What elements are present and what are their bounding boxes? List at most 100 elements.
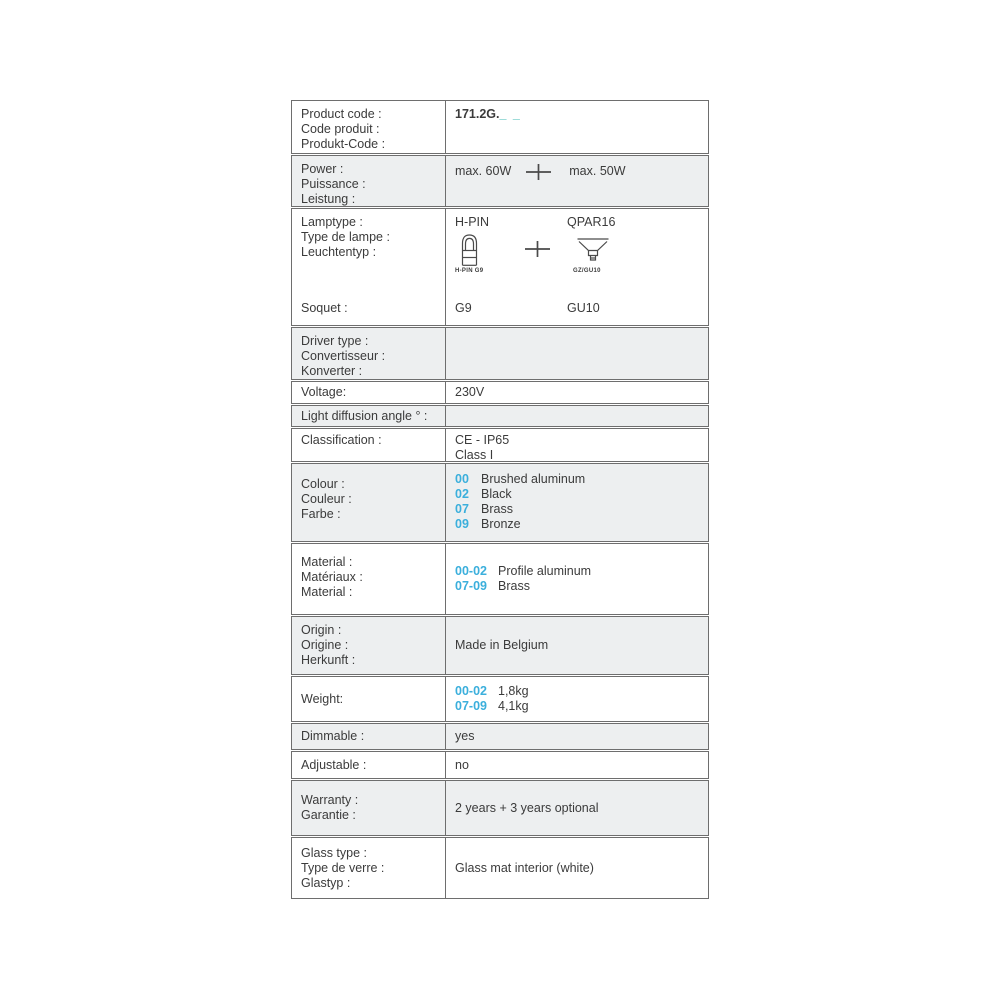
- label-de: Material :: [301, 585, 353, 599]
- weight-value: 1,8kg: [498, 684, 529, 698]
- label: Light diffusion angle ° :: [301, 408, 428, 423]
- voltage-label-cell: Voltage:: [292, 382, 445, 403]
- warranty-value: 2 years + 3 years optional: [445, 781, 708, 835]
- label-fr: Type de lampe :: [301, 230, 390, 244]
- lamptype-value: H-PIN QPAR16: [445, 209, 708, 325]
- label-fr: Code produit :: [301, 122, 380, 136]
- adjustable-label-cell: Adjustable :: [292, 752, 445, 778]
- dimmable-value-text: yes: [455, 729, 475, 743]
- classification-line-1: CE - IP65: [455, 433, 510, 447]
- power-value: max. 60W max. 50W: [445, 156, 708, 206]
- colour-name: Black: [481, 487, 512, 501]
- origin-value: Made in Belgium: [445, 617, 708, 674]
- label: Weight:: [301, 691, 344, 706]
- label-en: Power :: [301, 162, 344, 176]
- label-en: Origin :: [301, 623, 342, 637]
- colour-code: 02: [455, 487, 469, 501]
- origin-value-text: Made in Belgium: [455, 638, 549, 652]
- colour-code: 07: [455, 502, 469, 516]
- soquet-label: Soquet :: [301, 301, 348, 315]
- lamp-type-left: H-PIN: [455, 215, 490, 229]
- plus-icon: [525, 241, 550, 257]
- hpin-caption: H-PIN G9: [455, 268, 484, 274]
- gu10-lamp-icon: [577, 238, 609, 261]
- driver-labels: Driver type : Convertisseur : Konverter …: [292, 328, 445, 379]
- label-en: Glass type :: [301, 845, 367, 860]
- weight-label-cell: Weight:: [292, 677, 445, 721]
- power-right: max. 50W: [569, 164, 626, 178]
- row-material: Material : Matériaux : Material : 00-02 P…: [291, 543, 709, 615]
- label-de: Herkunft :: [301, 653, 356, 667]
- row-light-diffusion-angle: Light diffusion angle ° :: [291, 405, 709, 427]
- label-fr: Couleur :: [301, 492, 352, 506]
- classification-value: CE - IP65 Class I: [445, 429, 708, 462]
- driver-value: [445, 328, 708, 379]
- warranty-value-text: 2 years + 3 years optional: [455, 800, 599, 815]
- row-weight: Weight: 00-02 1,8kg 07-09 4,1kg: [291, 676, 709, 722]
- weight-code: 00-02: [455, 684, 487, 698]
- label-en: Colour :: [301, 477, 345, 491]
- row-driver-type: Driver type : Convertisseur : Konverter …: [291, 327, 709, 380]
- product-spec-table: Product code : Code produit : Produkt-Co…: [291, 100, 709, 900]
- dimmable-value: yes: [445, 724, 708, 749]
- voltage-value: 230V: [445, 382, 708, 403]
- product-code-placeholder: _ _: [499, 107, 522, 121]
- label-fr: Origine :: [301, 638, 349, 652]
- weight-options: 00-02 1,8kg 07-09 4,1kg: [445, 677, 708, 721]
- label-de: Leuchtentyp :: [301, 245, 377, 259]
- diffusion-label-cell: Light diffusion angle ° :: [292, 406, 445, 426]
- material-labels: Material : Matériaux : Material :: [292, 544, 445, 614]
- power-left: max. 60W: [455, 164, 512, 178]
- origin-labels: Origin : Origine : Herkunft :: [292, 617, 445, 674]
- row-dimmable: Dimmable : yes: [291, 723, 709, 750]
- label-en: Material :: [301, 555, 353, 569]
- row-colour: Colour : Couleur : Farbe : 00 Brushed alu…: [291, 463, 709, 542]
- glass-value-text: Glass mat interior (white): [455, 860, 594, 875]
- label-de: Glastyp :: [301, 875, 351, 890]
- weight-option: 07-09 4,1kg: [455, 699, 702, 714]
- material-code: 00-02: [455, 564, 487, 578]
- material-name: Brass: [498, 579, 530, 593]
- row-power: Power : Puissance : Leistung : max. 60W …: [291, 155, 709, 207]
- colour-options: 00 Brushed aluminum 02 Black 07 Brass 09 Bro…: [445, 464, 708, 541]
- label-en: Lamptype :: [301, 215, 363, 229]
- voltage-value-text: 230V: [455, 385, 485, 399]
- row-lamptype: Lamptype : Type de lampe : Leuchtentyp :…: [291, 208, 709, 326]
- power-labels: Power : Puissance : Leistung :: [292, 156, 445, 206]
- product-code: 171.2G.: [455, 107, 500, 121]
- diffusion-value: [445, 406, 708, 426]
- material-name: Profile aluminum: [498, 564, 592, 578]
- label-de: Farbe :: [301, 507, 341, 521]
- colour-code: 00: [455, 472, 469, 486]
- product-code-value: 171.2G._ _: [445, 101, 708, 153]
- colour-code: 09: [455, 517, 469, 531]
- label-de: Produkt-Code :: [301, 137, 386, 151]
- label-de: Konverter :: [301, 364, 363, 378]
- material-code: 07-09: [455, 579, 487, 593]
- glass-value: Glass mat interior (white): [445, 838, 708, 898]
- colour-name: Bronze: [481, 517, 521, 531]
- weight-option: 00-02 1,8kg: [455, 684, 702, 699]
- label-fr: Convertisseur :: [301, 349, 386, 363]
- warranty-labels: Warranty : Garantie :: [292, 781, 445, 835]
- adjustable-value-text: no: [455, 757, 469, 772]
- colour-name: Brass: [481, 502, 513, 516]
- label-fr: Matériaux :: [301, 570, 363, 584]
- label-fr: Puissance :: [301, 177, 366, 191]
- colour-option: 07 Brass: [455, 502, 702, 517]
- material-option: 00-02 Profile aluminum: [455, 564, 702, 579]
- label: Voltage:: [301, 385, 347, 399]
- row-glass-type: Glass type : Type de verre : Glastyp : G…: [291, 837, 709, 899]
- gu10-caption: GZ/GU10: [573, 268, 601, 274]
- adjustable-value: no: [445, 752, 708, 778]
- lamp-type-right: QPAR16: [567, 215, 616, 229]
- row-voltage: Voltage: 230V: [291, 381, 709, 404]
- socket-right: GU10: [567, 301, 600, 315]
- hpin-lamp-icon: [461, 234, 478, 266]
- row-origin: Origin : Origine : Herkunft : Made in Be…: [291, 616, 709, 675]
- label: Adjustable :: [301, 757, 367, 772]
- colour-option: 00 Brushed aluminum: [455, 472, 702, 487]
- socket-left: G9: [455, 301, 472, 315]
- label: Dimmable :: [301, 729, 365, 743]
